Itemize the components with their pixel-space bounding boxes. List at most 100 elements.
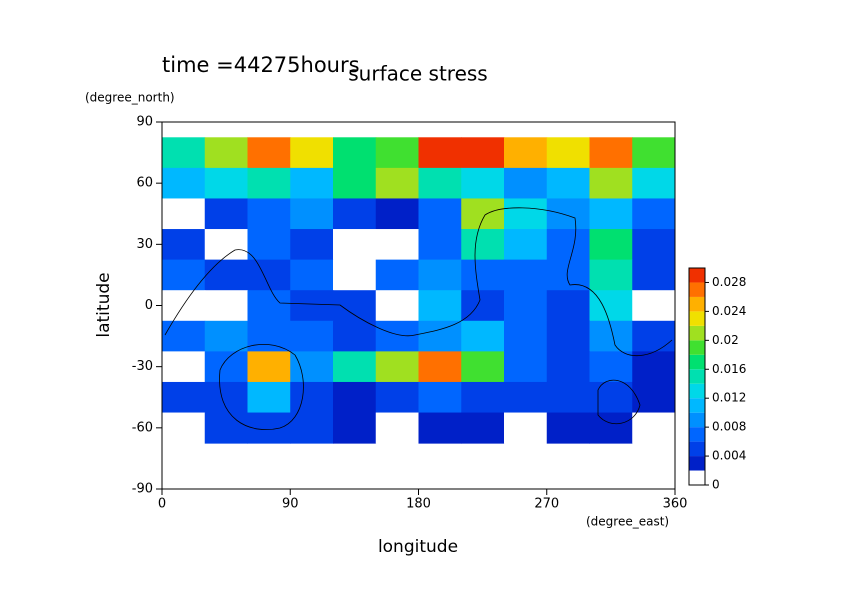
- field-cell: [204, 290, 248, 322]
- field-cell: [589, 412, 633, 444]
- field-cell: [418, 351, 462, 383]
- field-cell: [461, 167, 505, 199]
- field-cell: [162, 381, 206, 414]
- field-cell: [162, 412, 206, 444]
- field-cell: [290, 167, 334, 199]
- field-cell: [632, 412, 676, 444]
- field-cell: [162, 137, 206, 169]
- colorbar-band: [689, 427, 705, 442]
- field-cell: [461, 351, 505, 383]
- field-cell: [162, 229, 206, 261]
- y-tick-label: 30: [136, 237, 153, 252]
- field-cell: [290, 320, 334, 352]
- field-cell: [546, 167, 590, 199]
- axes: 0 90 180 270 360 -90 -60 -30 0 30 60 90 0 0.004 0.008 0…: [132, 115, 747, 512]
- colorbar-frame: [688, 267, 706, 486]
- colorbar-band: [689, 412, 705, 428]
- x-unit: (degree_east): [586, 515, 669, 529]
- colorbar-tick-label: 0: [712, 478, 720, 492]
- field-cell: [504, 137, 548, 169]
- field-cell: [247, 229, 291, 261]
- field-cell: [333, 320, 377, 352]
- coastline: [219, 343, 304, 430]
- field-cell: [162, 198, 206, 230]
- colorbar-tick-label: 0.028: [712, 275, 746, 289]
- subtitle: time =44275hours: [162, 53, 360, 77]
- field-cell: [290, 351, 334, 383]
- field-cell: [546, 229, 590, 261]
- field-cell: [247, 137, 291, 169]
- colorbar-band: [689, 470, 705, 485]
- colorbar-tick-label: 0.024: [712, 304, 746, 318]
- field-cell: [162, 351, 206, 383]
- colorbar-band: [689, 296, 705, 312]
- field-cell: [632, 290, 676, 322]
- field-cell: [333, 167, 377, 199]
- field-cell: [461, 320, 505, 352]
- field-cell: [461, 229, 505, 261]
- field-cell: [375, 412, 419, 444]
- field-cell: [632, 259, 676, 291]
- field-cell: [375, 320, 419, 352]
- field-cell: [418, 412, 462, 444]
- field-cell: [204, 259, 248, 291]
- colorbar-tick-label: 0.004: [712, 449, 746, 463]
- field-cell: [247, 320, 291, 352]
- y-tick-label: 0: [145, 298, 153, 313]
- field-cell: [333, 381, 377, 414]
- field-cell: [589, 259, 633, 291]
- field-cell: [247, 381, 291, 414]
- field-cell: [333, 412, 377, 444]
- field-cell: [290, 412, 334, 444]
- field-cell: [504, 412, 548, 444]
- field-cell: [504, 351, 548, 383]
- colorbar-tick-label: 0.016: [712, 362, 746, 376]
- y-tick-label: 60: [136, 176, 153, 191]
- field-cell: [375, 290, 419, 322]
- colorbar-band: [689, 456, 705, 471]
- field-cell: [375, 381, 419, 414]
- field-cell: [418, 320, 462, 352]
- field-cell: [461, 412, 505, 444]
- field-cell: [418, 259, 462, 291]
- field-cell: [333, 351, 377, 383]
- colorbar-tick-label: 0.008: [712, 420, 746, 434]
- field: [162, 137, 676, 444]
- field-cell: [589, 381, 633, 414]
- field-cell: [290, 229, 334, 261]
- field-cell: [504, 198, 548, 230]
- field-cell: [375, 229, 419, 261]
- coastlines: [164, 207, 673, 430]
- field-cell: [375, 198, 419, 230]
- field-cell: [204, 351, 248, 383]
- field-cell: [546, 320, 590, 352]
- field-cell: [589, 167, 633, 199]
- colorbar-band: [689, 268, 705, 283]
- field-cell: [333, 290, 377, 322]
- x-tick-label: 90: [282, 497, 299, 512]
- field-cell: [204, 137, 248, 169]
- field-cell: [632, 351, 676, 383]
- field-cell: [418, 167, 462, 199]
- x-axis-label: longitude: [378, 537, 458, 557]
- field-cell: [418, 381, 462, 414]
- field-cell: [247, 351, 291, 383]
- field-cell: [418, 198, 462, 230]
- colorbar-band: [689, 311, 705, 326]
- colorbar-band: [689, 354, 705, 370]
- colorbar-band: [689, 398, 705, 413]
- field-cell: [589, 137, 633, 169]
- field-cell: [418, 137, 462, 169]
- field-cell: [204, 320, 248, 352]
- field-cell: [333, 259, 377, 291]
- coastline: [597, 379, 641, 424]
- field-cell: [418, 229, 462, 261]
- colorbar-band: [689, 383, 705, 399]
- field-cell: [589, 229, 633, 261]
- field-cell: [546, 290, 590, 322]
- field-cell: [461, 198, 505, 230]
- field-cell: [290, 137, 334, 169]
- field-cell: [204, 412, 248, 444]
- field-cell: [290, 259, 334, 291]
